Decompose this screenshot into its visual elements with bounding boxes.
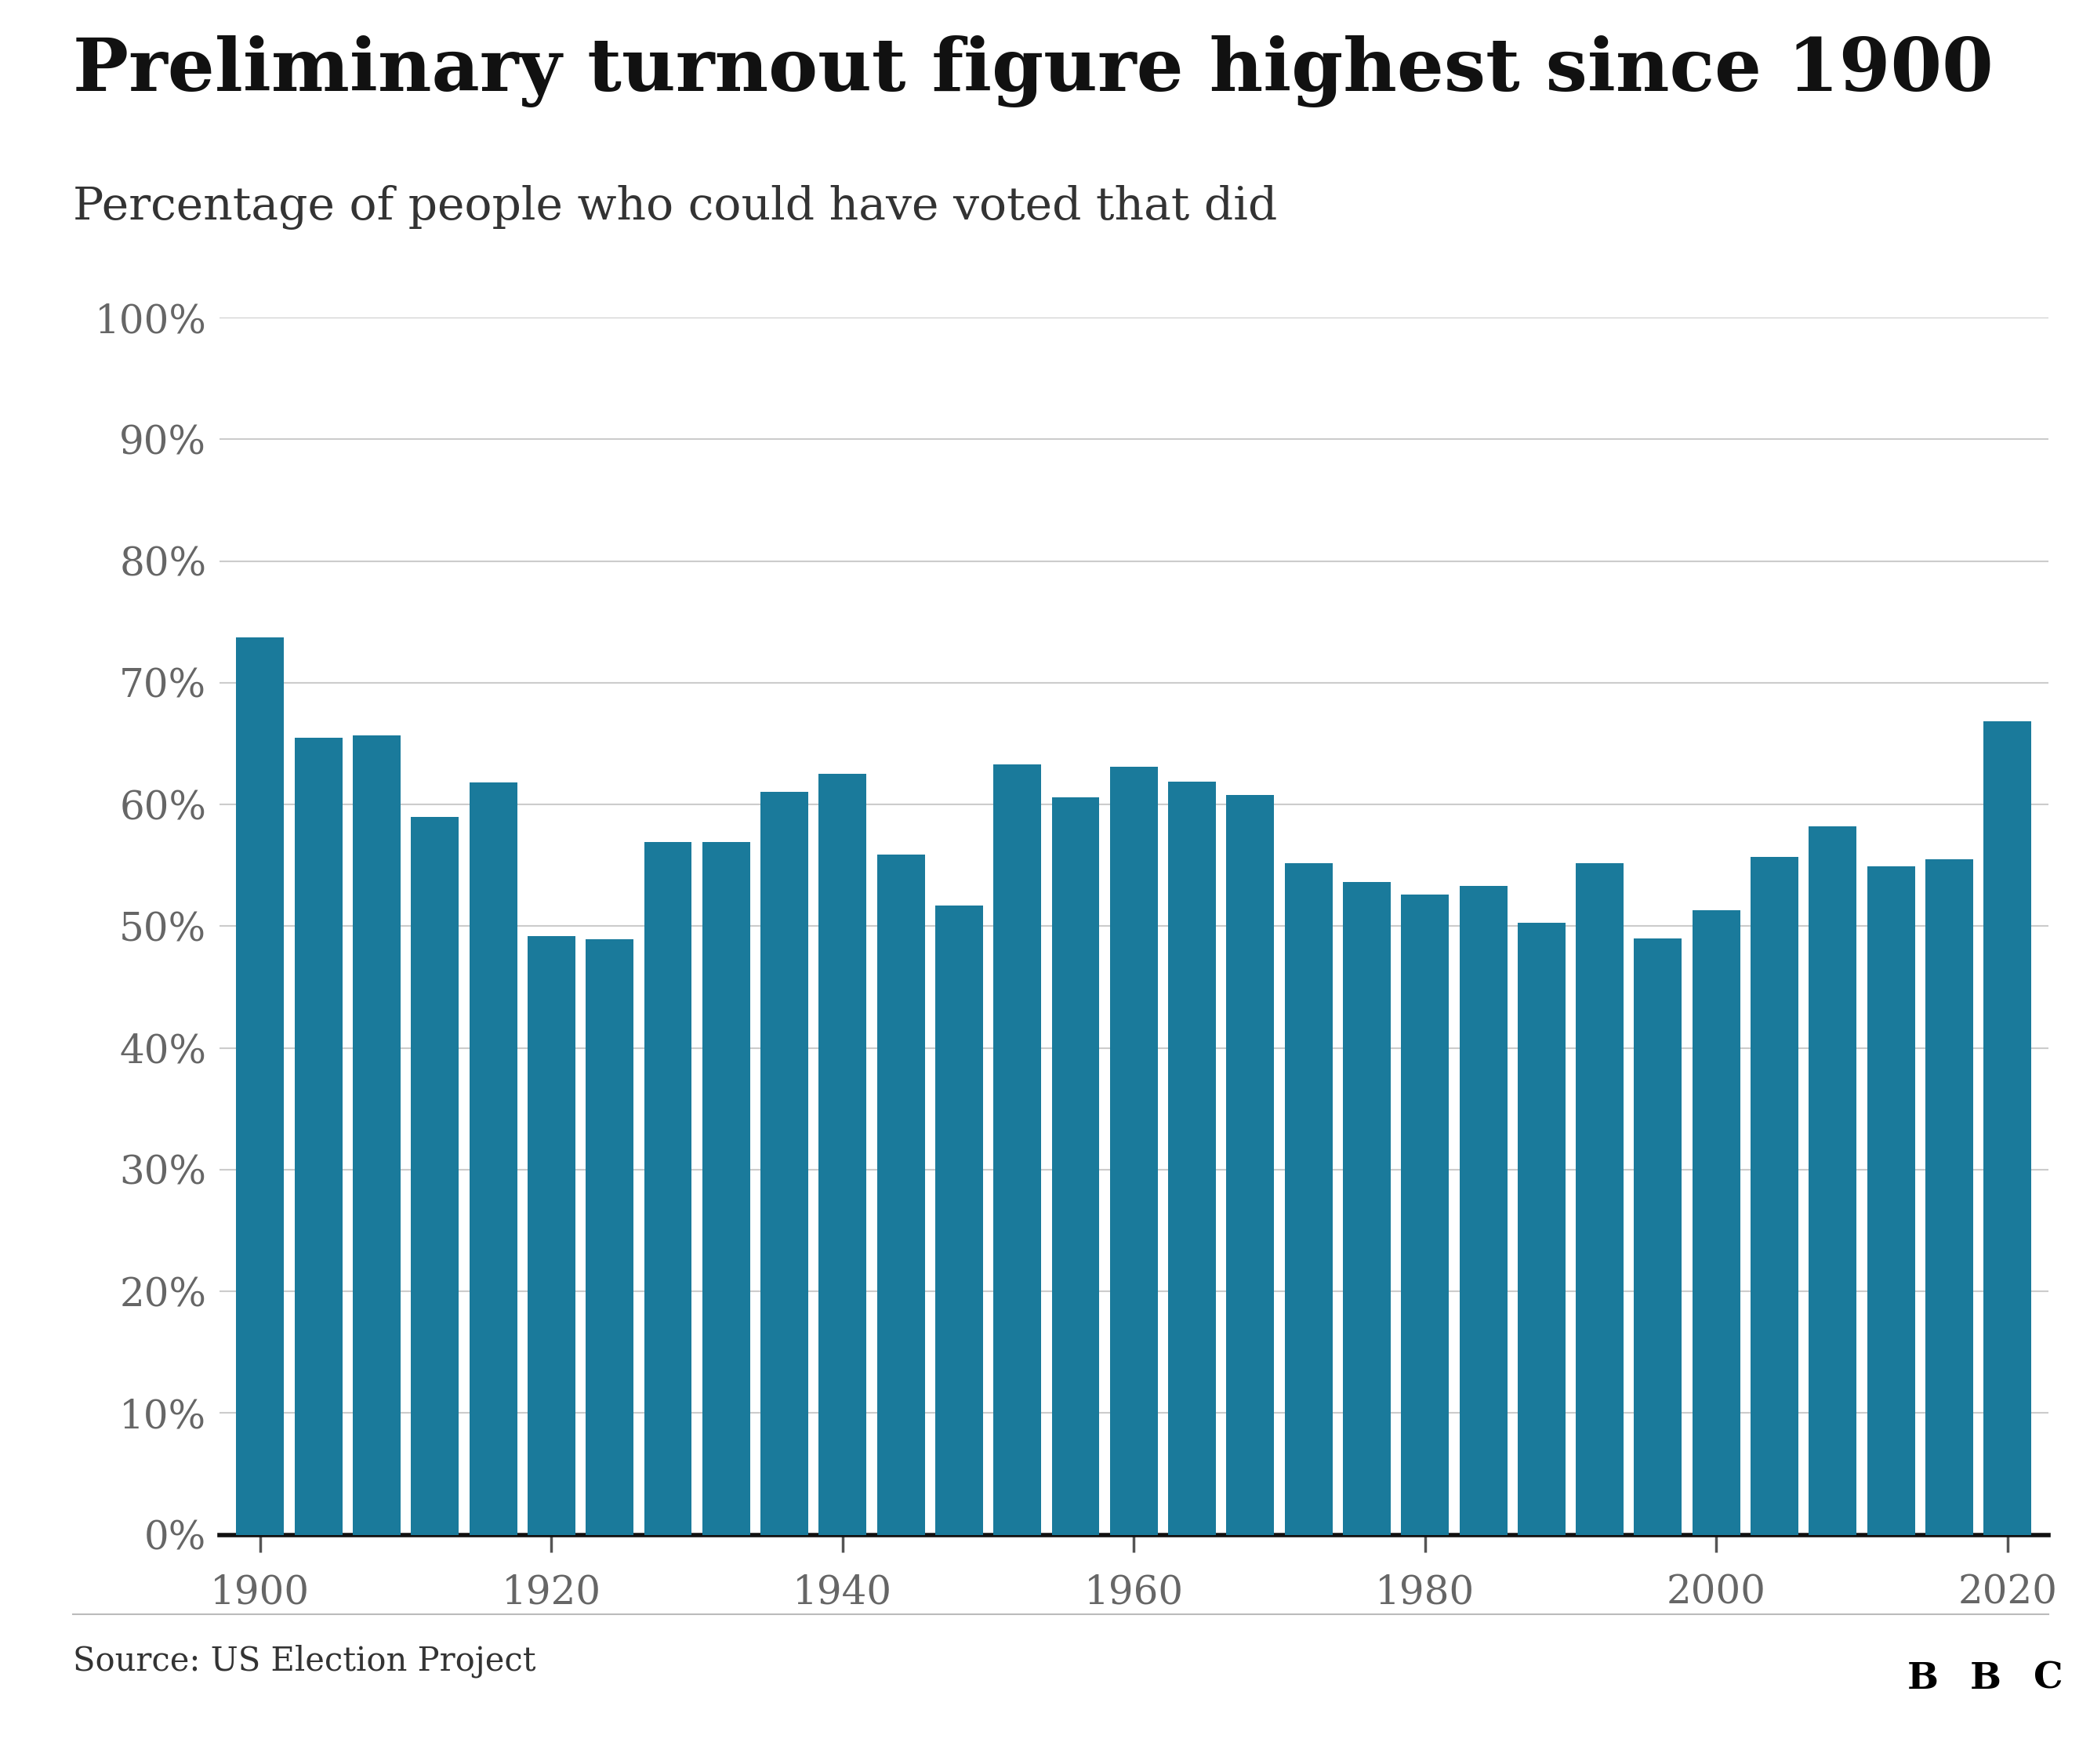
Bar [819,774,867,1535]
Bar [1634,938,1682,1535]
Bar [1344,882,1390,1535]
Text: Source: US Election Project: Source: US Election Project [73,1644,535,1678]
Bar [1983,721,2031,1535]
Bar [878,854,924,1535]
Bar [993,764,1041,1535]
Bar [295,737,343,1535]
Bar [527,937,575,1535]
Bar [702,841,750,1535]
Bar [644,841,692,1535]
FancyBboxPatch shape [2021,1639,2075,1722]
Bar [1925,859,1973,1535]
Bar [1576,863,1624,1535]
Bar [1751,857,1797,1535]
Text: Percentage of people who could have voted that did: Percentage of people who could have vote… [73,185,1277,229]
Bar [1285,863,1333,1535]
Bar [1866,866,1914,1535]
Bar [585,940,633,1535]
Bar [1227,794,1275,1535]
Bar [1051,797,1099,1535]
Bar [353,736,401,1535]
Bar [1517,923,1565,1535]
FancyBboxPatch shape [1958,1639,2013,1722]
Bar [1693,910,1741,1535]
Text: Preliminary turnout figure highest since 1900: Preliminary turnout figure highest since… [73,35,1994,108]
Bar [1400,894,1448,1535]
Bar [1168,781,1216,1535]
Text: B: B [1969,1660,2002,1697]
Bar [236,637,284,1535]
Bar [1110,767,1158,1535]
Bar [1808,826,1856,1535]
Bar [412,817,460,1535]
Text: C: C [2034,1660,2063,1697]
Bar [1459,886,1507,1535]
Bar [470,783,516,1535]
Bar [934,905,982,1535]
Bar [761,792,809,1535]
Text: B: B [1906,1660,1940,1697]
FancyBboxPatch shape [1896,1639,1950,1722]
